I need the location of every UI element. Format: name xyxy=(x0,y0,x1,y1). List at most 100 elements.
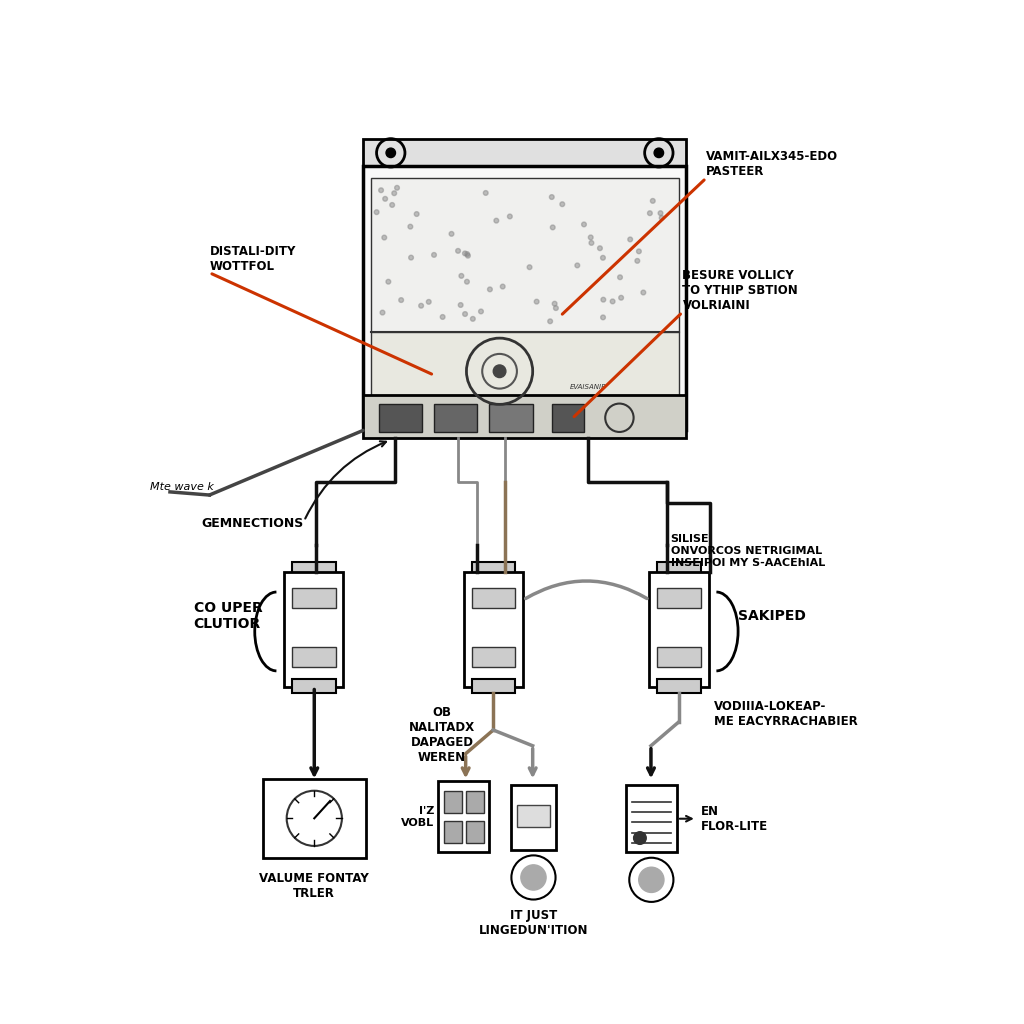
Circle shape xyxy=(426,299,431,304)
Circle shape xyxy=(398,298,403,302)
Bar xyxy=(467,820,483,843)
Bar xyxy=(626,785,677,852)
Bar xyxy=(472,588,515,608)
Bar xyxy=(371,332,679,411)
Circle shape xyxy=(650,199,655,203)
Circle shape xyxy=(456,249,461,253)
Circle shape xyxy=(494,365,506,378)
Circle shape xyxy=(408,224,413,229)
Circle shape xyxy=(552,301,557,306)
Circle shape xyxy=(601,315,605,319)
Circle shape xyxy=(550,195,554,200)
Circle shape xyxy=(483,190,488,196)
Circle shape xyxy=(390,203,394,207)
Circle shape xyxy=(440,314,445,319)
Bar xyxy=(467,791,483,813)
Text: IT JUST
LINGEDUN'ITION: IT JUST LINGEDUN'ITION xyxy=(479,909,588,937)
Circle shape xyxy=(374,210,379,214)
Text: SILISE
ONVORCOS NETRIGIMAL
INSEIPOI MY S-AACEhIAL: SILISE ONVORCOS NETRIGIMAL INSEIPOI MY S… xyxy=(671,535,825,567)
Bar xyxy=(649,572,709,687)
Bar xyxy=(379,404,422,432)
Circle shape xyxy=(508,214,512,219)
Bar xyxy=(657,562,700,577)
Circle shape xyxy=(478,309,483,313)
Text: VALUME FONTAY
TRLER: VALUME FONTAY TRLER xyxy=(259,872,369,900)
Circle shape xyxy=(487,287,493,292)
Circle shape xyxy=(550,225,555,229)
Circle shape xyxy=(617,274,623,280)
Text: I'Z
VOBL: I'Z VOBL xyxy=(401,806,434,827)
Circle shape xyxy=(598,246,602,251)
Bar xyxy=(292,562,336,577)
Bar xyxy=(364,166,686,430)
Bar xyxy=(464,572,523,687)
Circle shape xyxy=(419,303,424,308)
Circle shape xyxy=(639,867,664,893)
Circle shape xyxy=(610,299,615,304)
Circle shape xyxy=(589,241,594,246)
Text: BESURE VOLLICY
TO YTHIP SBTION
VOLRIAINI: BESURE VOLLICY TO YTHIP SBTION VOLRIAINI xyxy=(682,269,799,312)
Circle shape xyxy=(463,251,467,256)
Circle shape xyxy=(659,215,664,220)
Circle shape xyxy=(548,318,553,324)
Circle shape xyxy=(589,236,593,240)
Text: EVAISANIB: EVAISANIB xyxy=(569,384,606,390)
Bar xyxy=(292,588,336,608)
Circle shape xyxy=(641,290,646,295)
Circle shape xyxy=(432,253,436,257)
Circle shape xyxy=(409,255,414,260)
Circle shape xyxy=(560,202,564,207)
Bar xyxy=(472,679,515,693)
Circle shape xyxy=(494,218,499,223)
Bar xyxy=(292,647,336,667)
Text: VODIIIA-LOKEAP-
ME EACYRRACHABIER: VODIIIA-LOKEAP- ME EACYRRACHABIER xyxy=(714,700,858,728)
Bar xyxy=(472,647,515,667)
Circle shape xyxy=(386,148,395,158)
Bar xyxy=(489,404,532,432)
Bar xyxy=(444,791,462,813)
Circle shape xyxy=(463,311,467,316)
Bar xyxy=(472,562,515,577)
Text: CO UPER
CLUTIOR: CO UPER CLUTIOR xyxy=(194,601,262,631)
Text: SAKIPED: SAKIPED xyxy=(737,608,806,623)
Bar xyxy=(657,647,700,667)
Circle shape xyxy=(654,148,664,158)
Circle shape xyxy=(450,231,454,237)
Circle shape xyxy=(470,316,475,322)
Circle shape xyxy=(637,249,641,254)
Circle shape xyxy=(465,252,470,256)
Circle shape xyxy=(380,310,385,315)
Circle shape xyxy=(628,238,633,242)
Bar xyxy=(434,404,477,432)
Bar xyxy=(552,404,584,432)
Bar xyxy=(292,679,336,693)
Circle shape xyxy=(382,236,387,240)
Bar xyxy=(517,805,550,827)
Circle shape xyxy=(554,306,558,310)
Circle shape xyxy=(394,185,399,190)
Circle shape xyxy=(386,280,391,284)
Circle shape xyxy=(574,263,580,268)
Circle shape xyxy=(383,197,387,201)
Bar xyxy=(263,779,366,858)
Circle shape xyxy=(521,865,546,890)
Circle shape xyxy=(634,831,646,845)
Circle shape xyxy=(601,297,605,302)
Circle shape xyxy=(392,190,396,196)
Circle shape xyxy=(415,212,419,216)
Circle shape xyxy=(601,255,605,260)
Bar xyxy=(285,572,343,687)
Circle shape xyxy=(635,258,640,263)
Text: GEMNECTIONS: GEMNECTIONS xyxy=(202,516,304,529)
Circle shape xyxy=(535,299,539,304)
Circle shape xyxy=(459,303,463,307)
Bar xyxy=(657,679,700,693)
Circle shape xyxy=(459,273,464,279)
Text: Mte wave k: Mte wave k xyxy=(151,481,214,492)
Bar xyxy=(364,138,686,166)
Circle shape xyxy=(501,285,505,289)
Bar xyxy=(371,178,679,332)
Circle shape xyxy=(582,222,587,226)
Text: EN
FLOR-LITE: EN FLOR-LITE xyxy=(700,805,768,833)
Text: DISTALI-DITY
WOTTFOL: DISTALI-DITY WOTTFOL xyxy=(210,245,296,272)
